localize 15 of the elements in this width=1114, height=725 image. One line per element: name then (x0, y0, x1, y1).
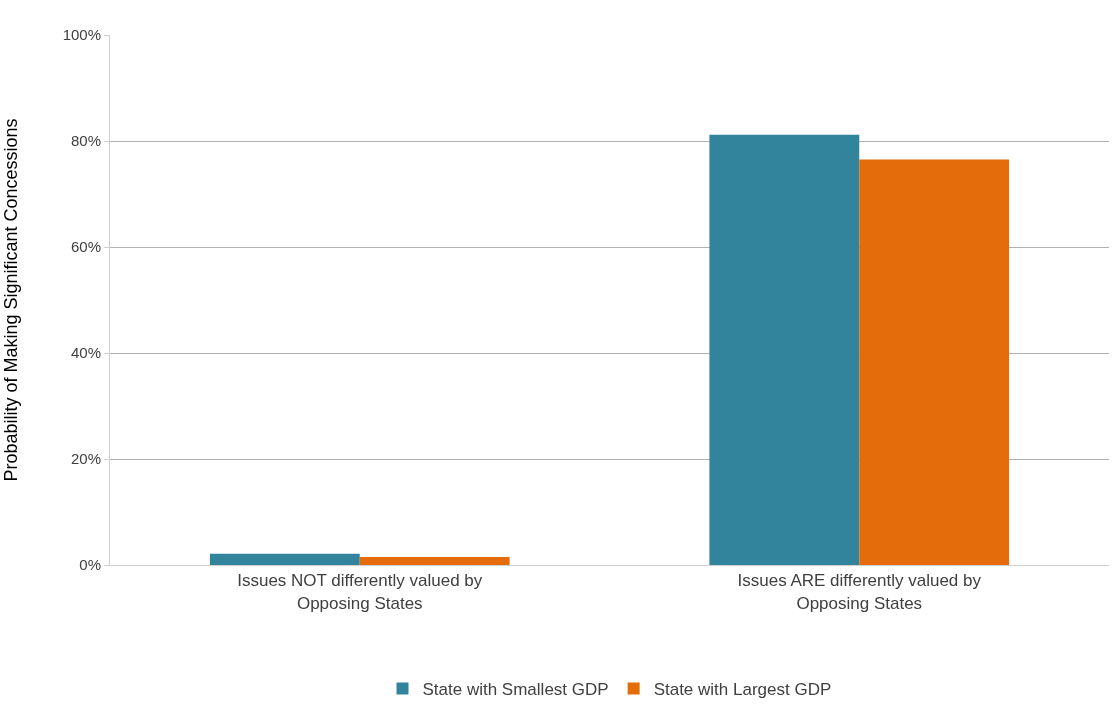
bar (859, 159, 1010, 565)
x-tick-label: Issues NOT differently valued by Opposing States (237, 571, 483, 613)
legend-label: State with Smallest GDP (422, 680, 609, 700)
bar (209, 553, 360, 565)
y-tick-label: 60% (70, 238, 101, 256)
y-tick-label: 40% (70, 344, 101, 362)
y-tick-label: 100% (62, 26, 101, 44)
legend-label: State with Largest GDP (653, 680, 832, 700)
y-tick-label: 20% (70, 450, 101, 468)
x-tick-label: Issues ARE differently valued by Opposing States (737, 571, 982, 613)
bar (709, 134, 860, 565)
y-axis-title: Probability of Making Significant Concessions (0, 118, 21, 482)
y-tick-label: 0% (79, 556, 101, 574)
y-tick-label: 80% (70, 132, 101, 150)
bar (359, 557, 510, 565)
